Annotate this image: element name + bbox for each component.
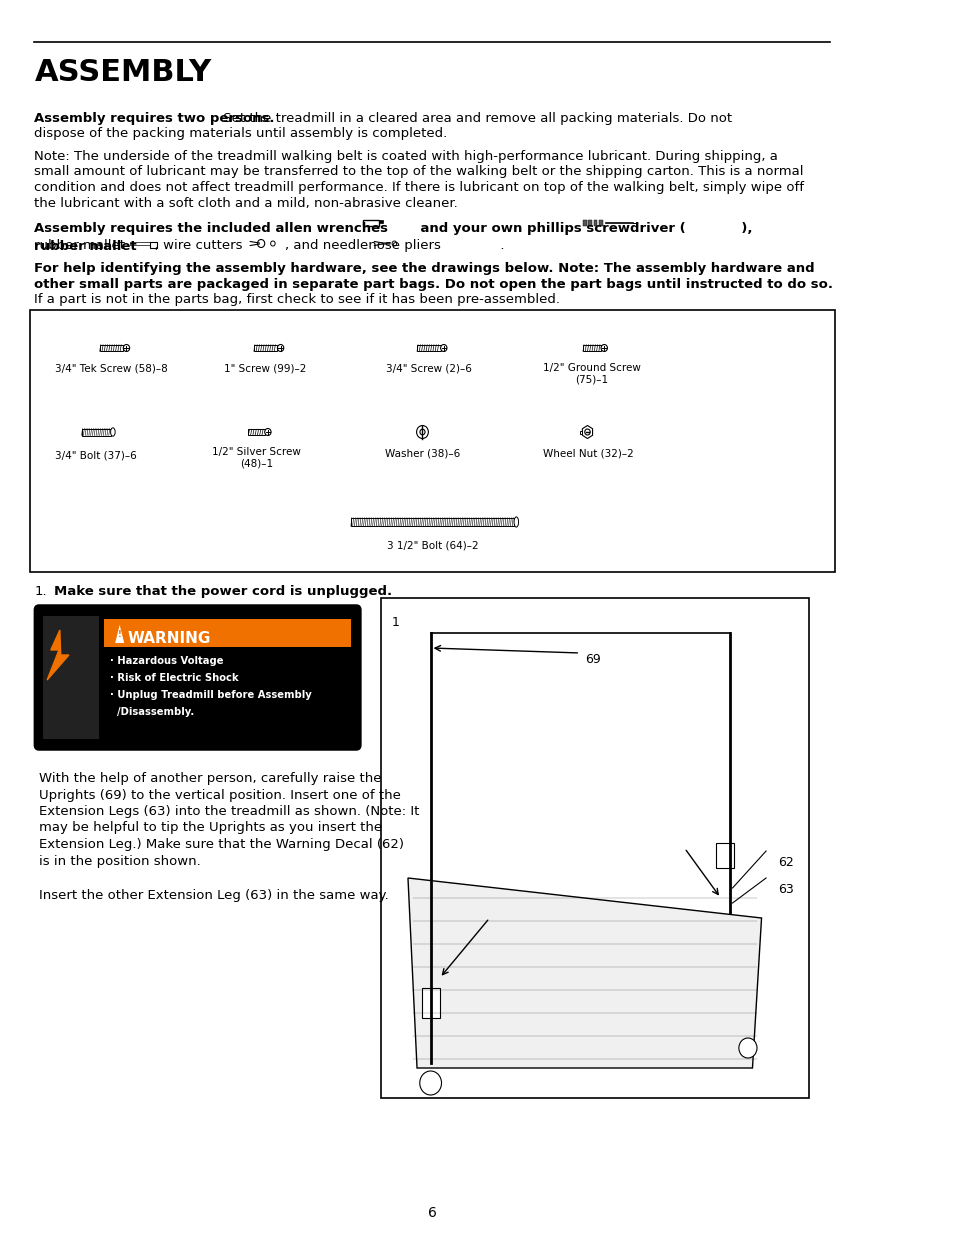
Text: 1/2" Ground Screw
(75)–1: 1/2" Ground Screw (75)–1 xyxy=(542,363,640,384)
Circle shape xyxy=(257,240,264,247)
Text: 63: 63 xyxy=(777,883,793,897)
Text: 6: 6 xyxy=(428,1207,436,1220)
Text: 3/4" Bolt (37)–6: 3/4" Bolt (37)–6 xyxy=(55,450,137,459)
Bar xyxy=(104,618,351,737)
Text: If a part is not in the parts bag, first check to see if it has been pre-assembl: If a part is not in the parts bag, first… xyxy=(34,293,559,306)
Polygon shape xyxy=(115,625,124,643)
Bar xyxy=(582,345,600,351)
Circle shape xyxy=(739,1037,757,1058)
Text: is in the position shown.: is in the position shown. xyxy=(39,855,200,867)
Ellipse shape xyxy=(111,427,115,436)
Text: 1.: 1. xyxy=(34,585,47,598)
Text: Assembly requires two persons.: Assembly requires two persons. xyxy=(34,112,274,125)
Bar xyxy=(579,431,581,433)
Bar xyxy=(43,616,99,739)
Circle shape xyxy=(440,345,447,352)
Bar xyxy=(582,220,586,226)
Text: 3/4" Tek Screw (58)–8: 3/4" Tek Screw (58)–8 xyxy=(55,363,168,373)
Text: 62: 62 xyxy=(777,856,793,869)
Text: rubber mallet: rubber mallet xyxy=(34,240,137,252)
Text: ASSEMBLY: ASSEMBLY xyxy=(34,58,212,86)
Bar xyxy=(378,220,382,224)
Bar xyxy=(253,345,277,351)
FancyBboxPatch shape xyxy=(35,606,359,748)
Text: /Disassembly.: /Disassembly. xyxy=(110,706,193,718)
Text: dispose of the packing materials until assembly is completed.: dispose of the packing materials until a… xyxy=(34,127,447,141)
Circle shape xyxy=(584,429,590,435)
Text: Note: The underside of the treadmill walking belt is coated with high-performanc: Note: The underside of the treadmill wal… xyxy=(34,149,778,163)
Text: 1: 1 xyxy=(392,616,399,629)
Polygon shape xyxy=(408,878,760,1068)
Bar xyxy=(421,988,439,1018)
Polygon shape xyxy=(47,630,69,680)
Circle shape xyxy=(600,345,607,352)
Text: condition and does not affect treadmill performance. If there is lubricant on to: condition and does not affect treadmill … xyxy=(34,182,803,194)
Text: 3/4" Screw (2)–6: 3/4" Screw (2)–6 xyxy=(385,363,472,373)
Ellipse shape xyxy=(514,517,518,527)
Text: · Hazardous Voltage: · Hazardous Voltage xyxy=(110,656,223,666)
Text: Assembly requires the included allen wrenches       and your own phillips screwd: Assembly requires the included allen wre… xyxy=(34,222,752,235)
Text: small amount of lubricant may be transferred to the top of the walking belt or t: small amount of lubricant may be transfe… xyxy=(34,165,803,179)
Circle shape xyxy=(419,1071,441,1095)
Text: 1/2" Silver Screw
(48)–1: 1/2" Silver Screw (48)–1 xyxy=(212,447,301,468)
Bar xyxy=(82,429,111,436)
Circle shape xyxy=(123,345,130,352)
Bar xyxy=(150,242,156,248)
Circle shape xyxy=(277,345,283,352)
Text: Wheel Nut (32)–2: Wheel Nut (32)–2 xyxy=(542,448,633,458)
Bar xyxy=(248,430,264,435)
Bar xyxy=(716,844,734,868)
Bar xyxy=(130,242,150,245)
FancyBboxPatch shape xyxy=(30,310,834,572)
Bar xyxy=(593,220,597,226)
Text: !: ! xyxy=(117,630,121,638)
Text: 69: 69 xyxy=(584,653,599,666)
Text: 3 1/2" Bolt (64)–2: 3 1/2" Bolt (64)–2 xyxy=(386,540,477,550)
Bar xyxy=(100,345,123,351)
Text: the lubricant with a soft cloth and a mild, non-abrasive cleaner.: the lubricant with a soft cloth and a mi… xyxy=(34,196,457,210)
Bar xyxy=(104,619,351,647)
Bar xyxy=(588,220,592,226)
Text: 1" Screw (99)–2: 1" Screw (99)–2 xyxy=(224,363,307,373)
Text: Extension Leg.) Make sure that the Warning Decal (62): Extension Leg.) Make sure that the Warni… xyxy=(39,839,403,851)
Text: WARNING: WARNING xyxy=(128,631,211,646)
Circle shape xyxy=(264,429,271,436)
Text: For help identifying the assembly hardware, see the drawings below. Note: The as: For help identifying the assembly hardwa… xyxy=(34,262,814,275)
Text: · Risk of Electric Shock: · Risk of Electric Shock xyxy=(110,673,238,683)
Circle shape xyxy=(416,426,428,438)
Text: Extension Legs (63) into the treadmill as shown. (Note: It: Extension Legs (63) into the treadmill a… xyxy=(39,805,419,818)
Text: other small parts are packaged in separate part bags. Do not open the part bags : other small parts are packaged in separa… xyxy=(34,278,833,290)
Bar xyxy=(416,345,440,351)
Bar xyxy=(598,220,602,226)
Text: With the help of another person, carefully raise the: With the help of another person, careful… xyxy=(39,772,381,785)
Text: · Unplug Treadmill before Assembly: · Unplug Treadmill before Assembly xyxy=(110,690,311,700)
Text: Insert the other Extension Leg (63) in the same way.: Insert the other Extension Leg (63) in t… xyxy=(39,889,388,902)
Bar xyxy=(362,220,378,226)
Circle shape xyxy=(419,430,425,435)
Text: Uprights (69) to the vertical position. Insert one of the: Uprights (69) to the vertical position. … xyxy=(39,788,400,802)
Bar xyxy=(351,517,514,526)
Text: rubber mallet       , wire cutters          , and needlenose pliers             : rubber mallet , wire cutters , and needl… xyxy=(34,240,504,252)
Text: Make sure that the power cord is unplugged.: Make sure that the power cord is unplugg… xyxy=(54,585,392,598)
Text: may be helpful to tip the Uprights as you insert the: may be helpful to tip the Uprights as yo… xyxy=(39,821,382,835)
Text: Set the treadmill in a cleared area and remove all packing materials. Do not: Set the treadmill in a cleared area and … xyxy=(219,112,732,125)
Text: Washer (38)–6: Washer (38)–6 xyxy=(384,448,459,458)
Bar xyxy=(380,598,808,1098)
